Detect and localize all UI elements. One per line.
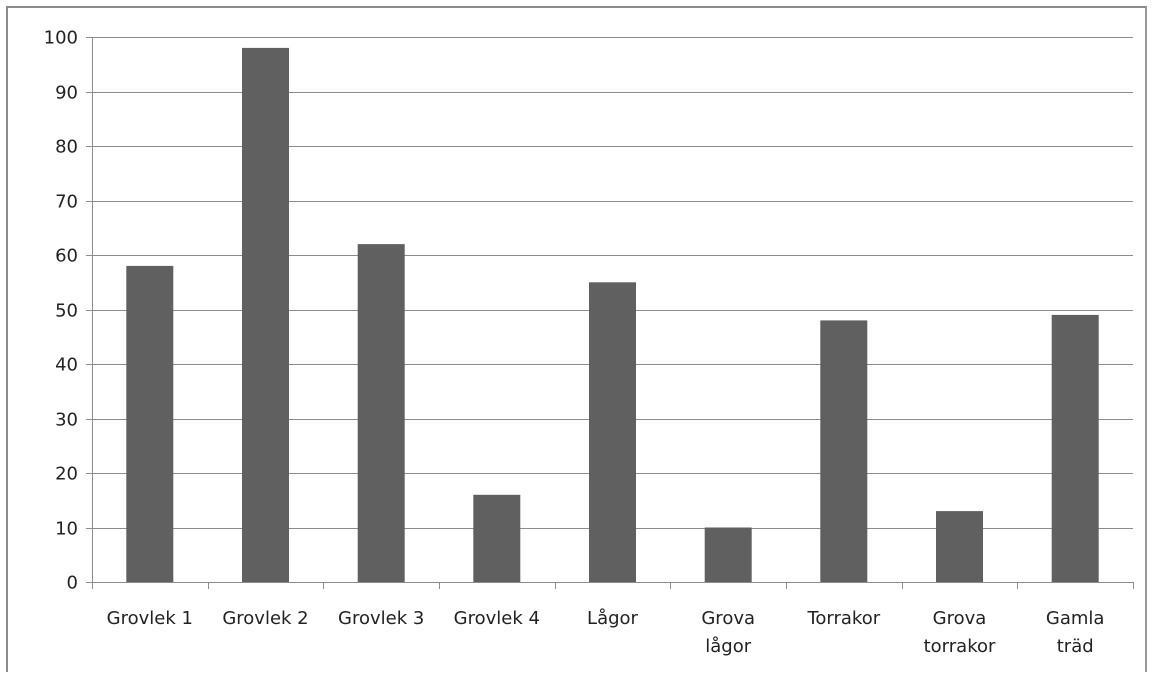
bar-7	[820, 320, 868, 582]
bar-6	[704, 527, 752, 582]
bar-2	[242, 47, 289, 582]
x-tick-labels: Grovlek 1 Grovlek 2 Grovlek 3 Grovlek 4 Lågo…	[107, 608, 1105, 657]
bar-9	[1051, 314, 1099, 582]
y-tick-label: 30	[55, 410, 78, 431]
bar-3	[357, 244, 405, 582]
y-tick-label: 10	[55, 519, 78, 540]
x-tick-label: Grova	[933, 608, 987, 629]
x-tick-label: Grovlek 2	[222, 608, 308, 629]
axes	[86, 37, 1134, 589]
x-tick-label: träd	[1057, 636, 1094, 657]
bar-1	[126, 265, 174, 582]
bar-4	[473, 494, 521, 582]
y-tick-label: 0	[67, 573, 78, 594]
x-tick-label: lågor	[705, 636, 751, 657]
y-tick-label: 60	[55, 246, 78, 267]
x-tick-label: Grovlek 4	[454, 608, 540, 629]
bar-8	[936, 511, 983, 582]
y-tick-label: 80	[55, 137, 78, 158]
y-tick-label: 100	[44, 28, 78, 49]
y-tick-labels: 0 10 20 30 40 50 60 70 80 90 100	[44, 28, 78, 594]
x-tick-label: Grovlek 3	[338, 608, 424, 629]
y-tick-label: 90	[55, 83, 78, 104]
x-tick-label: Lågor	[587, 608, 638, 629]
x-tick-label: Torrakor	[806, 608, 880, 629]
y-tick-label: 40	[55, 355, 78, 376]
y-tick-label: 70	[55, 192, 78, 213]
bar-5	[589, 282, 636, 583]
x-tick-label: torrakor	[924, 636, 996, 657]
y-tick-label: 20	[55, 464, 78, 485]
x-tick-label: Grova	[701, 608, 755, 629]
y-tick-label: 50	[55, 301, 78, 322]
x-tick-label: Gamla	[1046, 608, 1105, 629]
bars	[126, 47, 1099, 583]
x-tick-label: Grovlek 1	[107, 608, 193, 629]
